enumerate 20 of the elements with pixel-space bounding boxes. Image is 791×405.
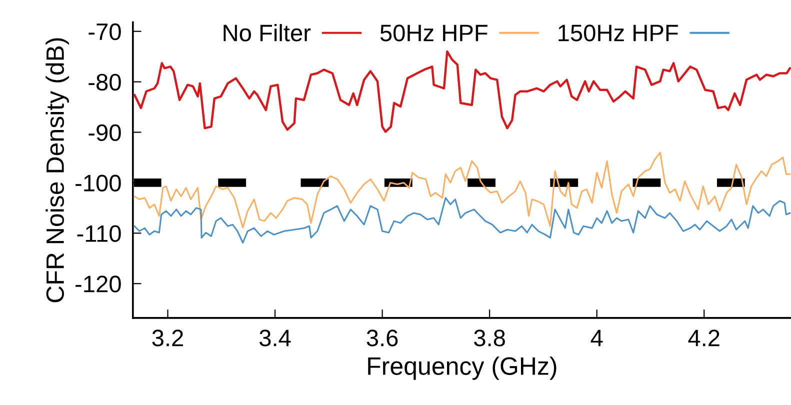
x-tick-label: 4.2 — [688, 330, 720, 346]
x-tick-label: 3.8 — [474, 330, 505, 346]
y-tick-label: -90 — [88, 124, 121, 142]
x-tick-label: 3.4 — [260, 330, 291, 346]
y-tick-label: -110 — [77, 225, 121, 242]
y-tick-label: -100 — [76, 174, 121, 192]
y-tick-label: -80 — [88, 74, 121, 91]
legend-label: 50Hz HPF — [380, 24, 488, 42]
y-tick-label: -120 — [76, 276, 121, 292]
legend-label: No Filter — [224, 24, 311, 42]
y-axis-title: CFR Noise Density (dB) — [46, 38, 69, 302]
line-series — [134, 152, 791, 228]
x-tick-label: 4 — [590, 330, 603, 346]
x-axis-title: Frequency (GHz) — [368, 356, 556, 380]
x-tick-label: 3.2 — [152, 330, 183, 346]
x-tick-label: 3.6 — [366, 330, 398, 346]
legend-label: 150Hz HPF — [558, 24, 678, 42]
line-series — [133, 50, 791, 133]
y-tick-label: -70 — [88, 23, 121, 40]
line-series — [134, 197, 791, 244]
